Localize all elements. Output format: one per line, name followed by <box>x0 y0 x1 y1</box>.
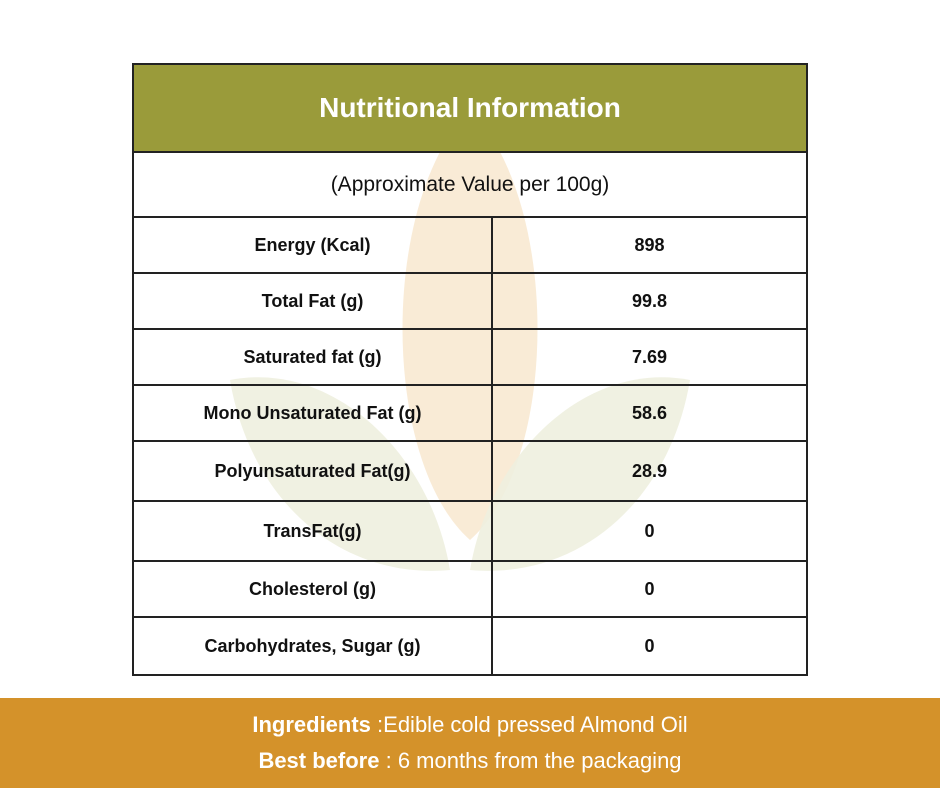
nutrient-value: 28.9 <box>631 460 668 481</box>
table-row: Total Fat (g) 99.8 <box>134 274 806 330</box>
table-row: Carbohydrates, Sugar (g) 0 <box>134 618 806 674</box>
ingredients-line: Ingredients :Edible cold pressed Almond … <box>252 707 687 743</box>
nutrient-label: Saturated fat (g) <box>134 330 493 384</box>
table-row: Saturated fat (g) 7.69 <box>134 330 806 386</box>
nutrient-label: Cholesterol (g) <box>134 562 493 616</box>
footer-banner: Ingredients :Edible cold pressed Almond … <box>0 698 940 788</box>
table-title: Nutritional Information <box>134 65 806 153</box>
best-before-line: Best before : 6 months from the packagin… <box>258 743 681 779</box>
nutrient-label: Mono Unsaturated Fat (g) <box>134 386 493 440</box>
ingredients-value: :Edible cold pressed Almond Oil <box>370 712 688 737</box>
nutrition-table: Nutritional Information (Approximate Val… <box>132 63 808 676</box>
nutrient-label: Carbohydrates, Sugar (g) <box>134 618 493 674</box>
table-row: Mono Unsaturated Fat (g) 58.6 <box>134 386 806 442</box>
nutrient-value: 898 <box>634 234 665 255</box>
table-row: Cholesterol (g) 0 <box>134 562 806 618</box>
best-before-value: : 6 months from the packaging <box>379 748 682 773</box>
table-row: TransFat(g) 0 <box>134 502 806 562</box>
nutrient-label: Total Fat (g) <box>134 274 493 328</box>
nutrient-value: 99.8 <box>631 290 668 311</box>
nutrient-label: Polyunsaturated Fat(g) <box>134 442 493 500</box>
nutrient-label: TransFat(g) <box>134 502 493 560</box>
nutrient-value: 7.69 <box>631 346 668 367</box>
nutrient-label: Energy (Kcal) <box>134 218 493 272</box>
ingredients-label: Ingredients <box>252 712 371 737</box>
nutrient-value: 0 <box>644 578 655 599</box>
table-row: Polyunsaturated Fat(g) 28.9 <box>134 442 806 502</box>
table-row: Energy (Kcal) 898 <box>134 218 806 274</box>
table-subtitle: (Approximate Value per 100g) <box>134 153 806 218</box>
nutrient-value: 0 <box>644 520 655 541</box>
best-before-label: Best before <box>258 748 380 773</box>
nutrient-value: 58.6 <box>631 402 668 423</box>
nutrient-value: 0 <box>644 635 655 656</box>
